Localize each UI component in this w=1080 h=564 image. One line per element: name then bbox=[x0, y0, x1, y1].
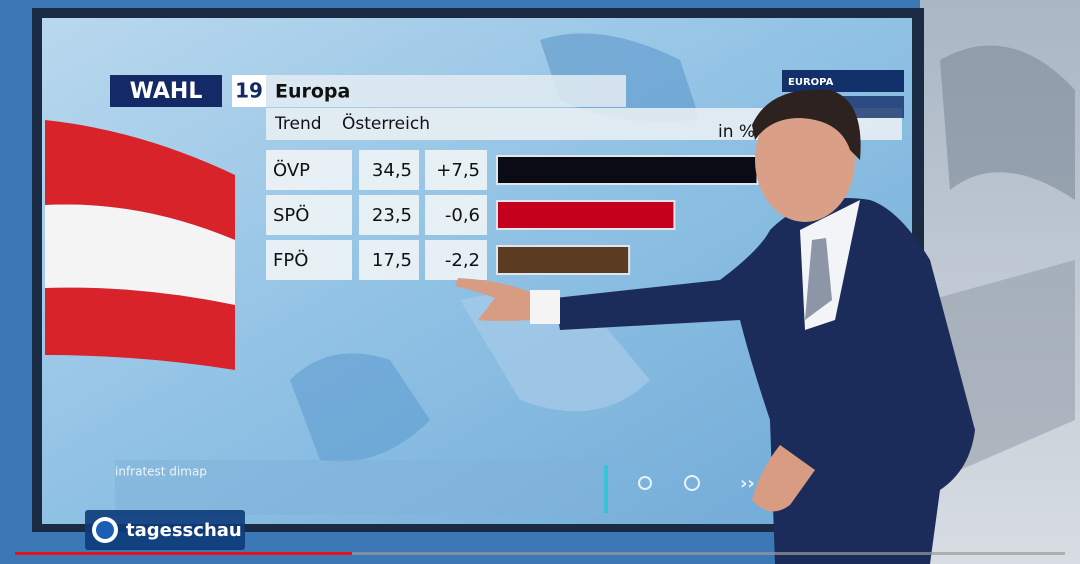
edition: 19 bbox=[235, 79, 263, 103]
flag-stripe bbox=[45, 204, 235, 305]
value-label: 23,5 bbox=[372, 205, 412, 226]
subtitle: Trend bbox=[274, 114, 322, 134]
flag-stripe bbox=[45, 120, 235, 240]
unit: in % bbox=[718, 122, 755, 142]
brand-box bbox=[110, 75, 222, 107]
map-land bbox=[290, 353, 430, 462]
progress-played[interactable] bbox=[15, 552, 352, 555]
menu-button[interactable] bbox=[782, 70, 904, 92]
target-icon[interactable] bbox=[684, 475, 700, 491]
bar bbox=[496, 155, 759, 185]
party-label: ÖVP bbox=[273, 159, 310, 181]
channel-box bbox=[85, 510, 245, 550]
value-label: 34,5 bbox=[372, 160, 412, 181]
edition-box bbox=[232, 75, 266, 107]
party-cell bbox=[266, 195, 352, 235]
change-cell bbox=[425, 195, 487, 235]
title-bar bbox=[266, 75, 626, 107]
party-label: FPÖ bbox=[273, 249, 308, 271]
studio-shape bbox=[940, 45, 1075, 200]
slider bbox=[604, 465, 608, 513]
channel-icon bbox=[96, 521, 114, 539]
value-cell bbox=[359, 195, 419, 235]
source: infratest dimap bbox=[115, 465, 207, 479]
value-cell bbox=[359, 240, 419, 280]
chart-title: Europa bbox=[275, 81, 350, 103]
progress-track[interactable] bbox=[15, 552, 1065, 555]
value-cell bbox=[359, 150, 419, 190]
presenter bbox=[455, 89, 975, 564]
change-cell bbox=[425, 150, 487, 190]
region: Österreich bbox=[342, 112, 430, 134]
change-label: -2,2 bbox=[445, 250, 480, 271]
flag-stripe bbox=[45, 287, 235, 370]
brand: WAHL bbox=[130, 79, 203, 104]
change-label: -0,6 bbox=[445, 205, 480, 226]
bar bbox=[496, 200, 676, 230]
party-cell bbox=[266, 240, 352, 280]
value-label: 17,5 bbox=[372, 250, 412, 271]
search-icon[interactable] bbox=[638, 476, 652, 490]
bar bbox=[496, 245, 631, 275]
channel-name: tagesschau bbox=[126, 520, 242, 541]
change-label: +7,5 bbox=[436, 160, 480, 181]
change-cell bbox=[425, 240, 487, 280]
party-cell bbox=[266, 150, 352, 190]
map-strip bbox=[115, 460, 605, 515]
results: ÖVP 34,5 +7,5 SPÖ 23,5 -0,6 FPÖ 17,5 -2,2 bbox=[266, 150, 759, 280]
map-land bbox=[460, 293, 650, 412]
party-label: SPÖ bbox=[273, 204, 309, 226]
menu-label[interactable]: EUROPA bbox=[788, 77, 834, 88]
next-icon[interactable]: ›› bbox=[740, 473, 755, 494]
